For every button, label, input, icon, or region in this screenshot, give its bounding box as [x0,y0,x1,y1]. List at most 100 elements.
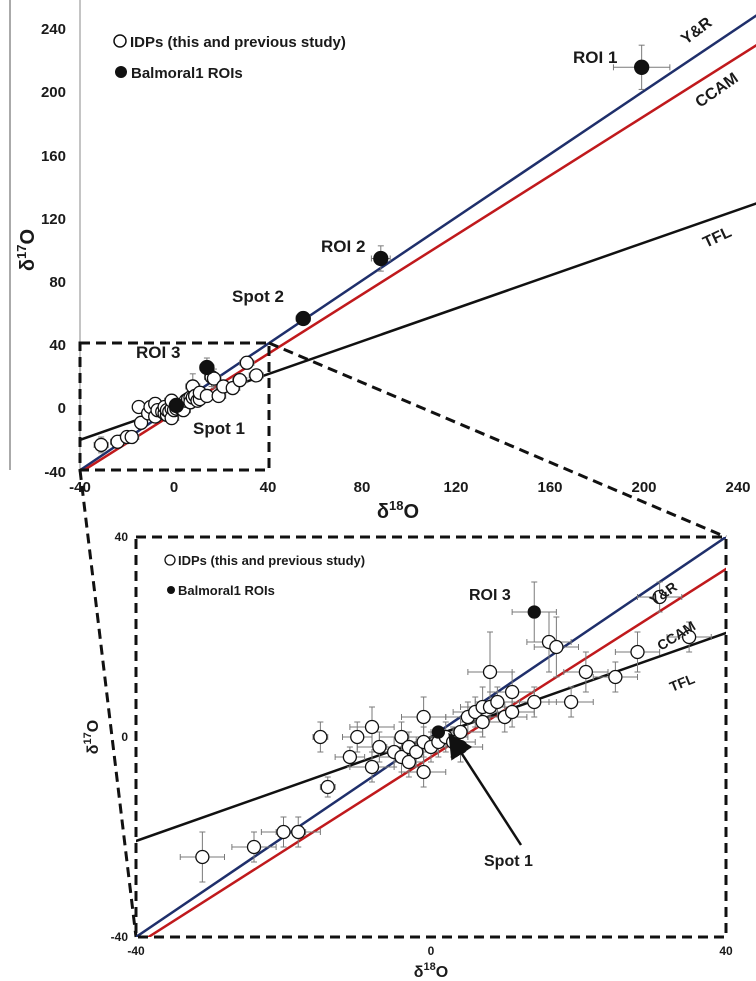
line-ccam [146,567,726,937]
idp-point [239,355,255,370]
top-x-tick: 240 [725,479,750,496]
bottom-x-axis-title: δ18O [414,961,448,981]
bottom-y-axis-title: δ17O [82,720,102,754]
bottom-data-points [195,589,697,865]
idp-point [504,684,520,700]
top-x-tick: 120 [443,479,468,496]
top-panel: -40 0 40 80 120 160 200 240 -40 0 40 80 … [9,0,756,523]
top-y-tick: 40 [49,337,66,354]
idp-point [652,589,667,605]
bottom-label-yr: Y&R [647,578,680,608]
top-y-axis-title: δ17O [14,229,39,271]
idp-point [630,644,645,660]
bottom-x-tick-labels: -40 0 40 [127,944,733,958]
top-x-tick: 80 [354,479,371,496]
idp-point [195,849,210,865]
idp-point [291,824,306,840]
roi-point [295,310,311,327]
idp-point [527,694,542,710]
idp-point [681,629,697,645]
idp-point [364,759,380,775]
top-x-tick-labels: -40 0 40 80 120 160 200 240 [69,479,750,496]
top-annotation-spot2: Spot 2 [232,287,284,306]
spot1-arrow [448,732,523,846]
idp-point [133,415,149,430]
idp-point [124,429,139,445]
top-data-points [94,59,650,453]
idp-point [409,744,424,760]
top-annotation-roi1: ROI 1 [573,48,617,67]
bottom-y-tick: 0 [121,730,128,744]
roi-point [527,605,541,619]
zoom-connector-left [78,469,138,938]
idp-point [475,714,490,730]
bottom-x-tick: -40 [127,944,145,958]
idp-point [504,704,520,720]
top-y-tick: 0 [58,400,66,417]
idp-point [608,669,623,685]
idp-point [232,372,247,388]
roi-point [431,725,446,739]
idp-point [416,709,431,725]
top-label-tfl: TFL [701,224,735,252]
idp-point [94,437,109,453]
idp-point [453,724,468,740]
top-x-axis-title: δ18O [377,498,419,523]
top-annotation-roi3: ROI 3 [136,343,180,362]
bottom-legend: IDPs (this and previous study) Balmoral1… [164,553,365,598]
top-x-tick: 0 [170,479,178,496]
bottom-label-tfl: TFL [667,670,697,695]
bottom-y-tick-labels: -40 0 40 [111,530,129,944]
bottom-annotation-spot1: Spot 1 [484,853,533,870]
idp-point [563,694,579,710]
top-legend-rois: Balmoral1 ROIs [131,65,243,82]
top-annotation-roi2: ROI 2 [321,237,365,256]
idp-point [276,824,291,840]
bottom-y-tick: 40 [115,530,129,544]
idp-point [372,739,387,755]
idp-point [206,371,222,386]
legend-filled-circle-icon [115,66,127,78]
top-label-yr: Y&R [678,14,716,48]
roi-point [168,397,185,414]
top-x-tick: -40 [69,479,91,496]
bottom-annotation-roi3: ROI 3 [469,587,511,604]
zoom-connector-right [268,341,727,539]
idp-point [549,639,564,655]
zoom-box [78,341,271,472]
roi-point [373,250,389,267]
idp-point [350,729,365,745]
bottom-legend-rois: Balmoral1 ROIs [178,583,275,598]
idp-point [482,664,498,680]
idp-point [342,749,358,765]
idp-point [249,368,264,383]
idp-point [313,729,328,745]
legend-open-circle-icon [164,554,176,566]
top-x-tick: 160 [537,479,562,496]
legend-open-circle-icon [113,34,127,48]
top-legend: IDPs (this and previous study) Balmoral1… [113,34,346,82]
top-y-tick: 160 [41,148,66,165]
top-x-tick: 200 [631,479,656,496]
idp-point [394,729,409,745]
top-y-tick: 240 [41,21,66,38]
bottom-y-tick: -40 [111,930,129,944]
top-legend-idps: IDPs (this and previous study) [130,34,346,51]
top-annotation-spot1: Spot 1 [193,419,245,438]
bottom-plot-frame [134,535,728,939]
top-x-tick: 40 [260,479,277,496]
top-label-ccam: CCAM [693,70,742,111]
top-y-tick: 80 [49,274,66,291]
roi-point [199,359,215,376]
idp-point [401,754,417,770]
top-error-bars [93,44,671,454]
roi-point [634,59,650,75]
top-y-tick-labels: -40 0 40 80 120 160 200 240 [41,21,66,481]
top-y-tick: 120 [41,211,66,228]
idp-point [246,839,262,855]
bottom-panel: -40 0 40 -40 0 40 δ18O δ17O IDPs (this a… [82,530,733,981]
bottom-x-tick: 0 [428,944,435,958]
idp-point [578,664,594,680]
idp-point [490,694,505,710]
